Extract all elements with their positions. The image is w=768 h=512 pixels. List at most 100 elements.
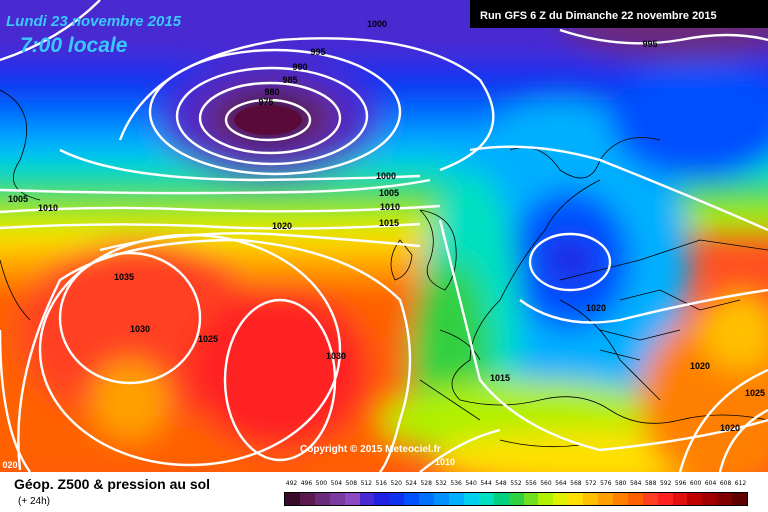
isobar-label: 1030 <box>326 351 346 361</box>
color-scale-cell <box>374 493 390 505</box>
legend-subtitle: (+ 24h) <box>18 496 50 507</box>
color-scale-cell <box>717 493 733 505</box>
copyright-notice: Copyright © 2015 Meteociel.fr <box>300 444 441 455</box>
isobar-label: 1015 <box>490 373 510 383</box>
color-scale-value: 584 <box>630 480 642 487</box>
color-scale-value: 572 <box>585 480 597 487</box>
color-scale-value: 492 <box>285 480 298 487</box>
color-scale-value: 580 <box>615 480 627 487</box>
color-scale-value: 504 <box>330 480 343 487</box>
color-scale-value: 540 <box>465 480 477 487</box>
color-scale-labels: 492 496 500 504 508 512 516 520 524 528 532 536 540 5… <box>284 480 748 490</box>
isobar-label: 975 <box>258 97 273 107</box>
z500-color-field <box>0 0 768 472</box>
color-scale-value: 560 <box>540 480 552 487</box>
color-scale-value: 596 <box>674 480 687 487</box>
isobar-label: 1005 <box>8 194 28 204</box>
color-scale-cell <box>583 493 599 505</box>
color-scale-value: 568 <box>570 480 582 487</box>
forecast-date: Lundi 23 novembre 2015 <box>6 13 182 30</box>
legend-panel: Géop. Z500 & pression au sol (+ 24h) 492… <box>0 472 768 512</box>
color-scale: 492 496 500 504 508 512 516 520 524 528 532 536 540 5… <box>284 480 748 508</box>
geopotential-map: 1000995990985980975995985100010051010101… <box>0 0 768 472</box>
color-scale-cell <box>627 493 643 505</box>
isobar-label: 1025 <box>198 334 218 344</box>
color-scale-value: 496 <box>300 480 313 487</box>
forecast-time: 7:00 locale <box>20 34 128 57</box>
color-scale-cell <box>672 493 688 505</box>
color-scale-value: 576 <box>600 480 612 487</box>
color-scale-value: 524 <box>405 480 417 487</box>
isobar-label: 1020 <box>690 361 710 371</box>
color-scale-cell <box>598 493 613 505</box>
color-scale-cell <box>568 493 584 505</box>
color-scale-cell <box>612 493 628 505</box>
deep-low-center <box>234 105 302 135</box>
color-scale-cell <box>448 493 464 505</box>
isobar-label: 1020 <box>720 423 740 433</box>
color-scale-cell <box>642 493 658 505</box>
color-scale-value: 508 <box>345 480 358 487</box>
color-scale-value: 608 <box>719 480 732 487</box>
color-scale-cell <box>344 493 360 505</box>
isobar-label: 1000 <box>376 171 396 181</box>
isobar-label: 1020 <box>272 221 292 231</box>
color-scale-cell <box>687 493 703 505</box>
isobar-label: 1025 <box>745 388 765 398</box>
color-scale-value: 544 <box>480 480 492 487</box>
color-scale-value: 592 <box>659 480 672 487</box>
color-scale-value: 556 <box>525 480 537 487</box>
color-scale-cell <box>404 493 420 505</box>
color-scale-cell <box>657 493 673 505</box>
isobar-label: 1010 <box>435 457 455 467</box>
color-scale-cell <box>508 493 524 505</box>
isobar-label: 1010 <box>38 203 58 213</box>
isobar-label: 985 <box>282 75 297 85</box>
legend-title: Géop. Z500 & pression au sol <box>14 476 211 492</box>
color-scale-value: 548 <box>495 480 507 487</box>
color-scale-cell <box>702 493 718 505</box>
isobar-label: 1030 <box>130 324 150 334</box>
color-scale-cell <box>389 493 405 505</box>
isobar-label: 995 <box>642 39 657 49</box>
color-scale-cell <box>419 493 435 505</box>
isobar-label: 1015 <box>379 218 399 228</box>
coastlines <box>0 89 768 448</box>
color-scale-cell <box>732 493 748 505</box>
color-scale-cell <box>523 493 539 505</box>
color-scale-value: 612 <box>734 480 747 487</box>
isobar-label: 020 <box>2 460 17 470</box>
color-scale-value: 500 <box>315 480 328 487</box>
color-scale-value: 552 <box>510 480 522 487</box>
isobar-label: 1005 <box>379 188 399 198</box>
isobar-label: 980 <box>264 87 279 97</box>
color-scale-value: 528 <box>420 480 432 487</box>
isobar-label: 995 <box>310 47 325 57</box>
color-scale-cell <box>538 493 554 505</box>
color-scale-cell <box>359 493 375 505</box>
run-header-box <box>470 0 768 28</box>
color-scale-bar <box>284 492 748 506</box>
color-scale-value: 604 <box>704 480 717 487</box>
isobar-label: 1020 <box>586 303 606 313</box>
color-scale-cell <box>314 493 330 505</box>
color-scale-cell <box>434 493 449 505</box>
color-scale-value: 600 <box>689 480 702 487</box>
color-scale-value: 588 <box>644 480 657 487</box>
isobar-label: 990 <box>292 62 307 72</box>
isobar-label: 1035 <box>114 272 134 282</box>
color-scale-cell <box>285 493 300 505</box>
isobar-lines <box>0 0 768 472</box>
color-scale-cell <box>299 493 315 505</box>
color-scale-value: 520 <box>390 480 402 487</box>
isobar-label: 1000 <box>367 19 387 29</box>
color-scale-cell <box>493 493 509 505</box>
model-run-info: Run GFS 6 Z du Dimanche 22 novembre 2015 <box>480 10 717 22</box>
color-scale-value: 536 <box>450 480 462 487</box>
color-scale-value: 564 <box>555 480 567 487</box>
color-scale-cell <box>478 493 494 505</box>
color-scale-value: 532 <box>435 480 447 487</box>
color-scale-value: 512 <box>360 480 373 487</box>
color-scale-cell <box>463 493 479 505</box>
